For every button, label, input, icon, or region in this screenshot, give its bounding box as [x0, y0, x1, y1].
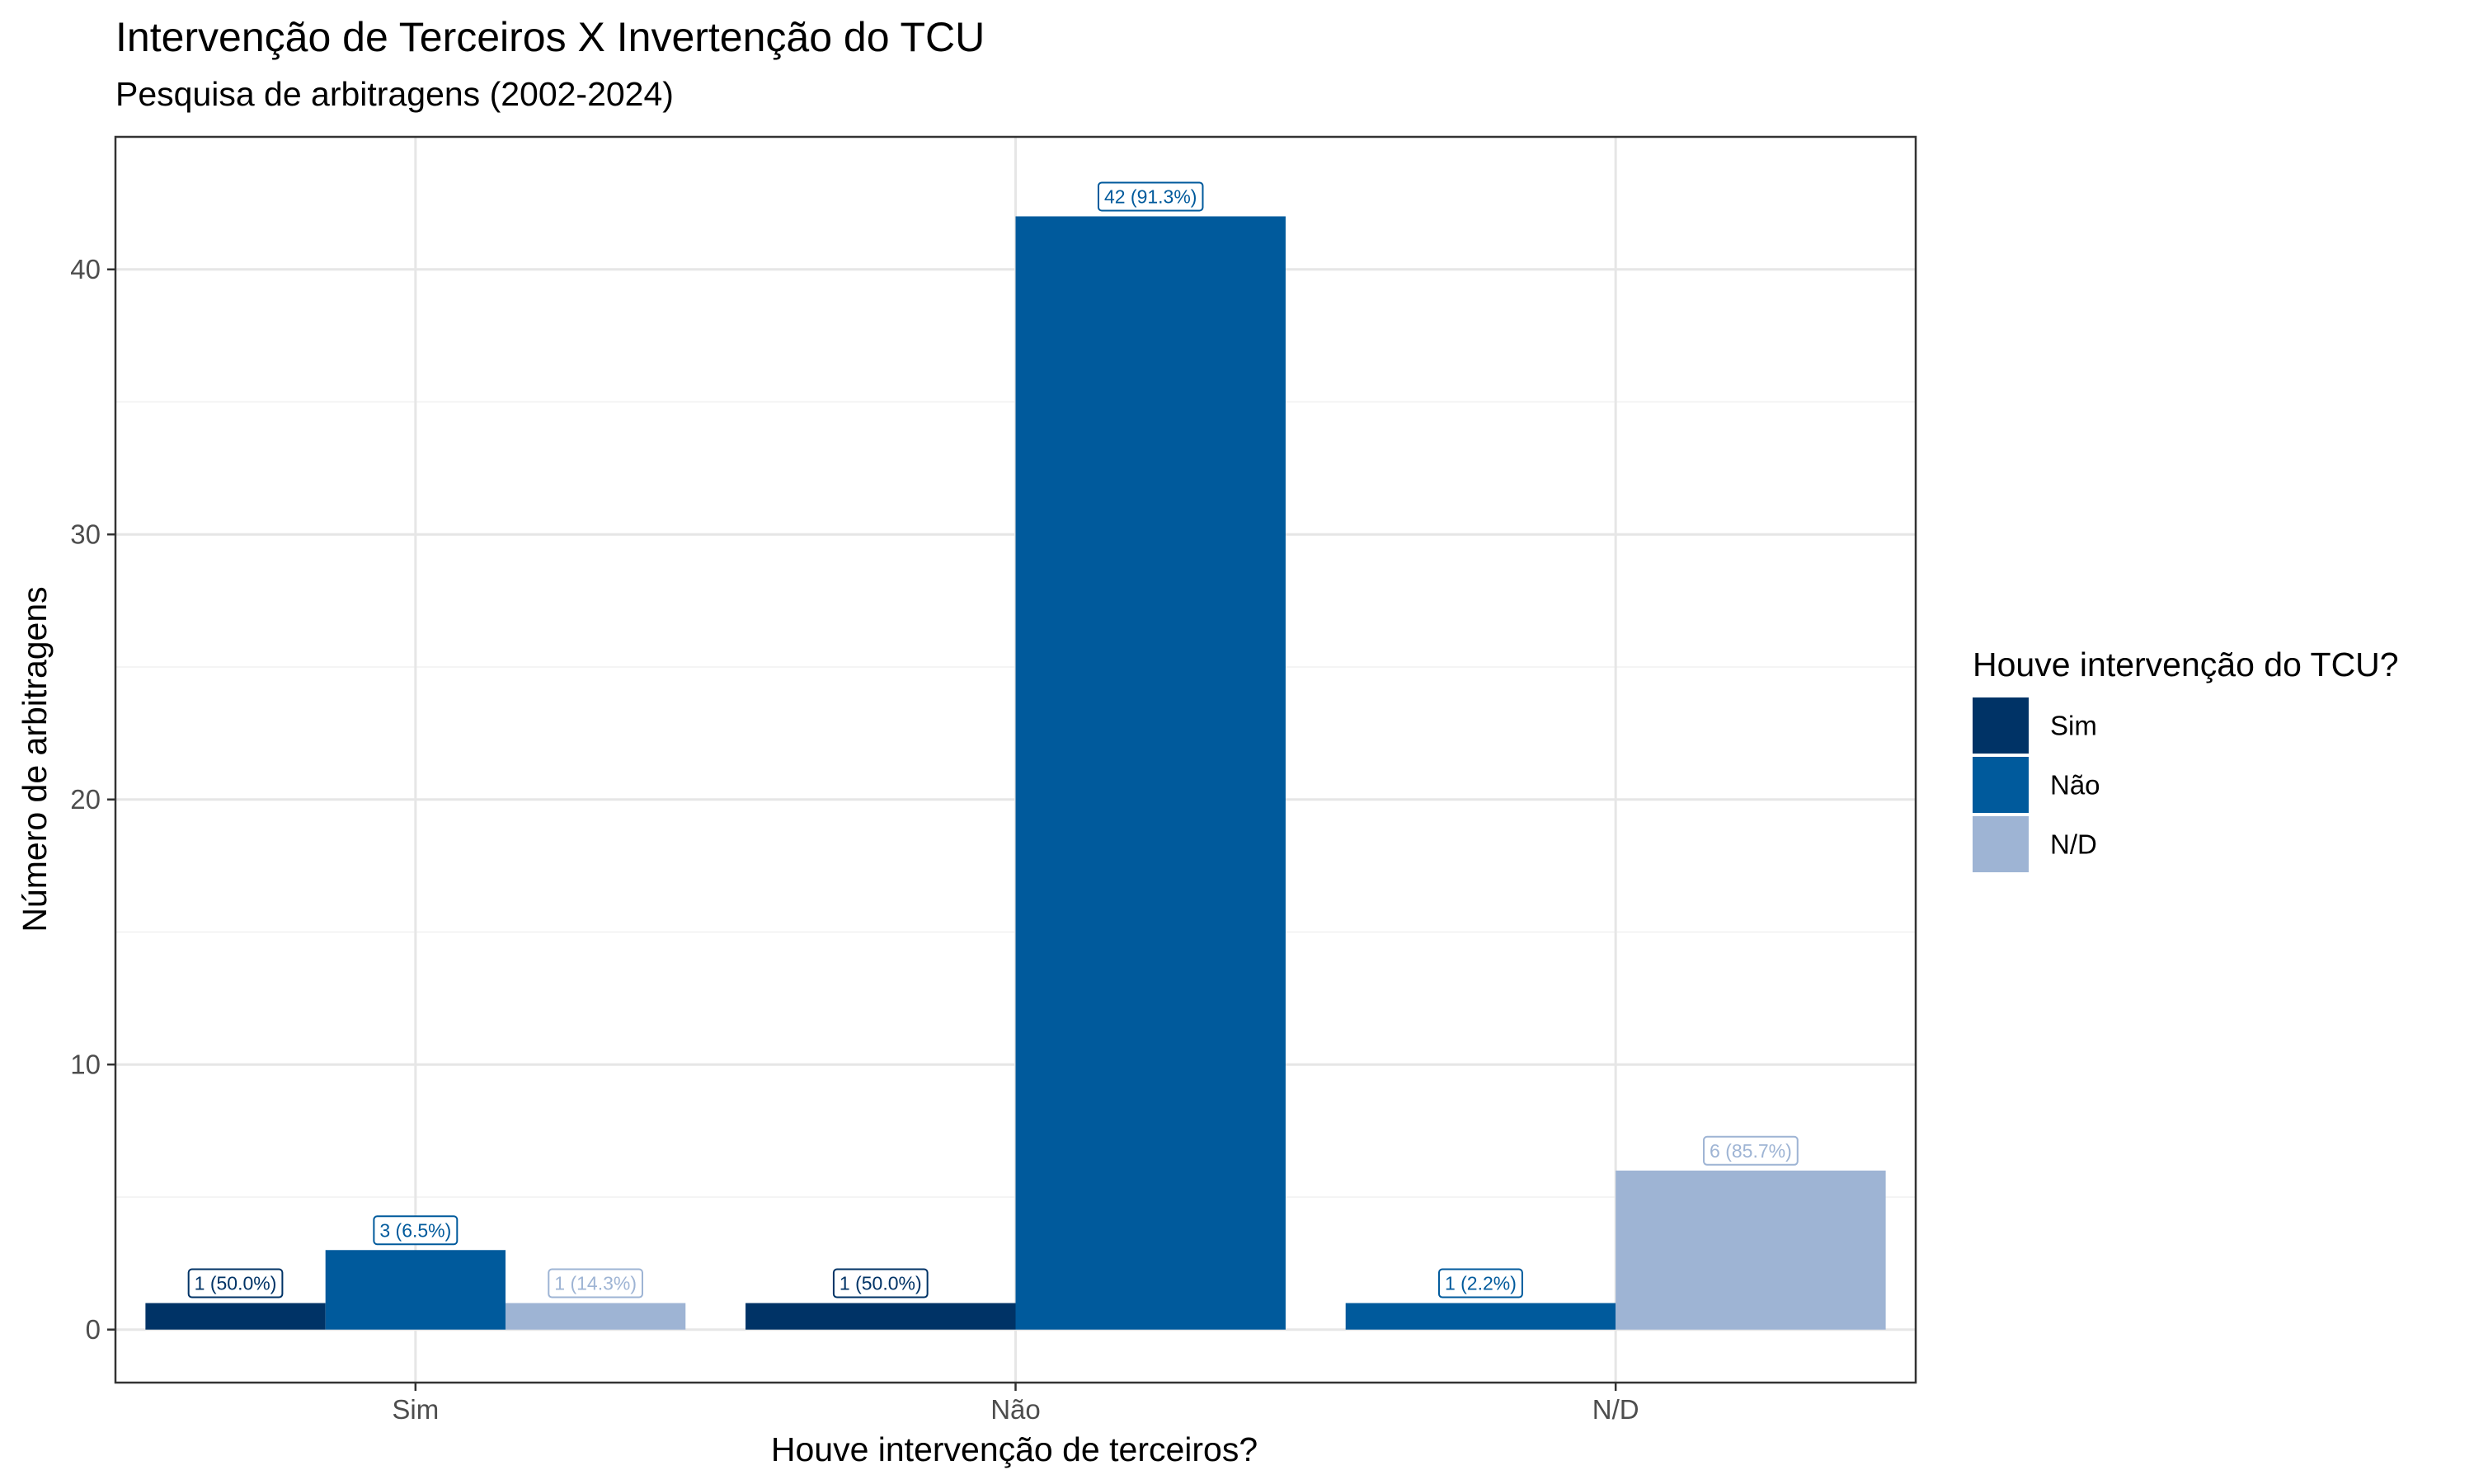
data-label: 1 (2.2%) [1437, 1268, 1523, 1298]
data-label-box [1437, 1268, 1523, 1298]
y-axis: 0 10 20 30 40 [70, 254, 115, 1345]
data-label-box [832, 1268, 929, 1298]
bar-n-o-sim [745, 1303, 1016, 1330]
bar-sim-n-o [325, 1250, 506, 1330]
legend-swatch [1973, 816, 2029, 872]
legend: Houve intervenção do TCU? Sim Não N/D [1973, 646, 2399, 872]
y-tick-label: 0 [86, 1314, 101, 1345]
data-label-box [548, 1268, 643, 1298]
bar-n-d-n-o [1345, 1303, 1616, 1330]
x-tick-label: Não [990, 1394, 1041, 1425]
x-tick-label: N/D [1592, 1394, 1639, 1425]
y-axis-title: Número de arbitragens [16, 586, 54, 932]
legend-label: Sim [2050, 711, 2097, 741]
chart-subtitle: Pesquisa de arbitragens (2002-2024) [115, 75, 674, 113]
bar-sim-n-d [505, 1303, 686, 1330]
legend-label: Não [2050, 770, 2100, 801]
data-label-box [373, 1215, 459, 1246]
data-label-text: 1 (14.3%) [554, 1273, 637, 1294]
data-label-text: 1 (2.2%) [1445, 1273, 1517, 1294]
data-label-box [1703, 1135, 1799, 1166]
y-tick-label: 30 [70, 519, 101, 550]
data-label: 1 (50.0%) [187, 1268, 284, 1298]
data-label: 1 (14.3%) [548, 1268, 643, 1298]
data-label-text: 1 (50.0%) [195, 1273, 277, 1294]
data-label: 6 (85.7%) [1703, 1135, 1799, 1166]
bar-n-d-n-d [1616, 1170, 1886, 1330]
data-label: 3 (6.5%) [373, 1215, 459, 1246]
x-tick-label: Sim [392, 1394, 439, 1425]
x-axis: Sim Não N/D [392, 1383, 1639, 1425]
legend-title: Houve intervenção do TCU? [1973, 646, 2399, 683]
bar-n-o-n-o [1015, 216, 1286, 1330]
data-label-text: 1 (50.0%) [840, 1273, 922, 1294]
legend-swatch [1973, 697, 2029, 754]
data-label-box [187, 1268, 284, 1298]
legend-label: N/D [2050, 829, 2097, 860]
y-tick-label: 40 [70, 254, 101, 284]
data-label: 1 (50.0%) [832, 1268, 929, 1298]
data-label-text: 42 (91.3%) [1104, 186, 1197, 207]
legend-swatch [1973, 757, 2029, 813]
x-axis-title: Houve intervenção de terceiros? [771, 1430, 1258, 1468]
plot-panel: 1 (50.0%) 3 (6.5%) 1 (14.3%) 1 (50.0%) 42 (9… [114, 135, 1917, 1384]
data-label: 42 (91.3%) [1097, 181, 1204, 212]
y-tick-label: 20 [70, 784, 101, 815]
data-label-box [1097, 181, 1204, 212]
bar-sim-sim [145, 1303, 326, 1330]
y-tick-label: 10 [70, 1050, 101, 1080]
chart-title: Intervenção de Terceiros X Invertenção d… [115, 14, 985, 60]
data-label-text: 3 (6.5%) [379, 1219, 451, 1241]
data-label-text: 6 (85.7%) [1710, 1140, 1792, 1162]
